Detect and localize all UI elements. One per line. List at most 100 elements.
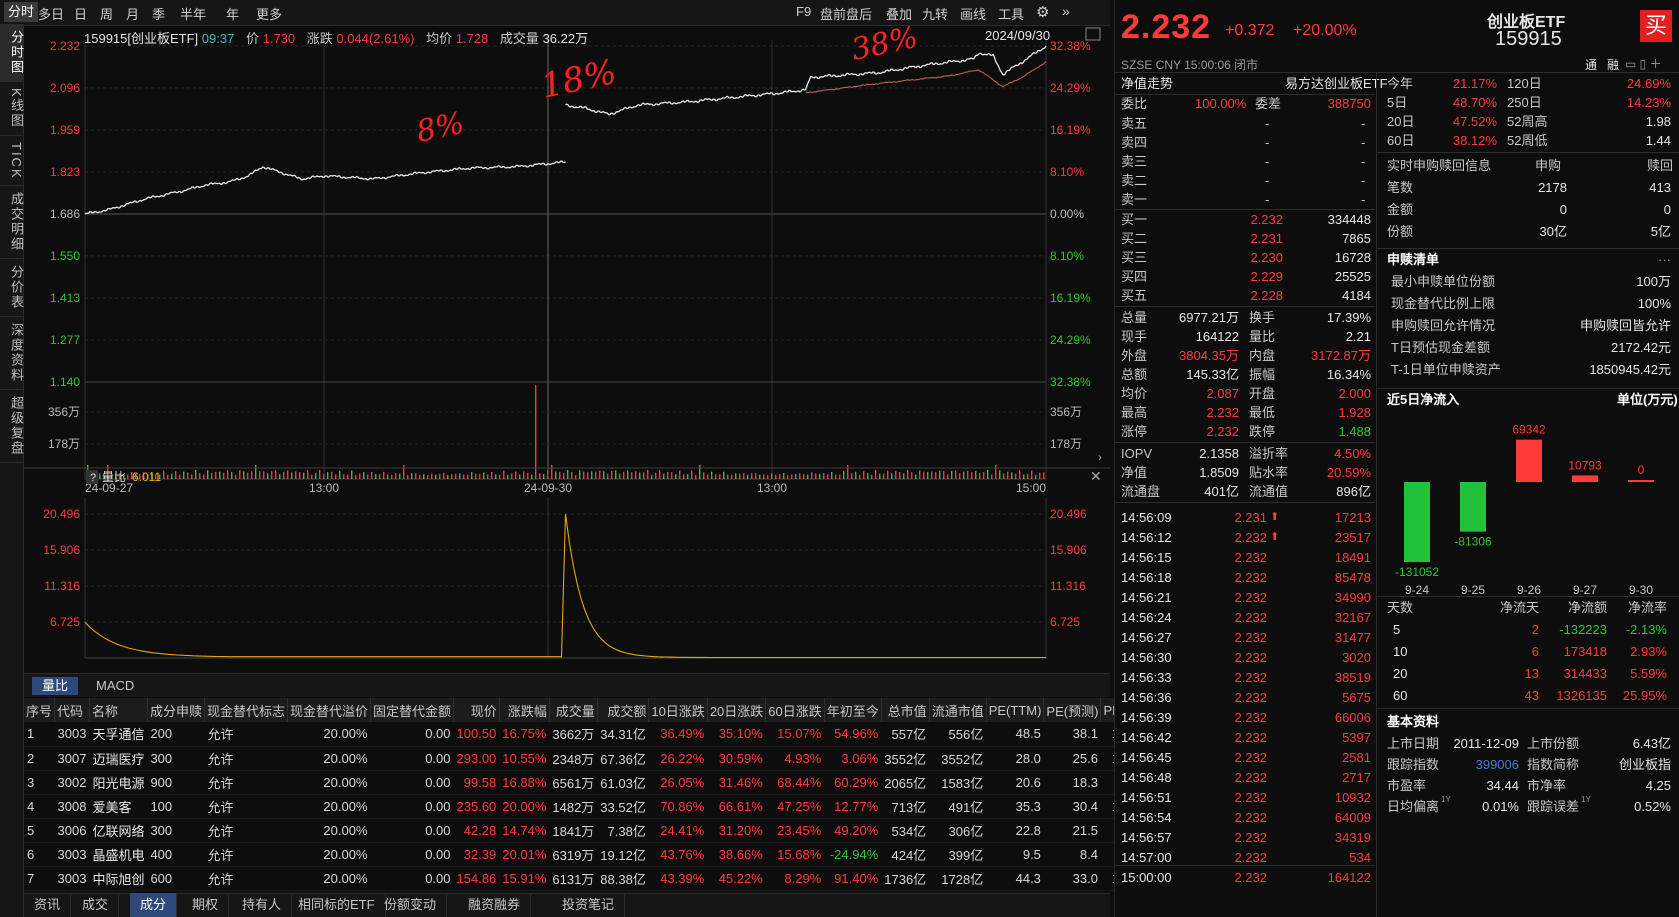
table-cell: 100.50	[453, 722, 500, 747]
vol-tick: 178万	[48, 437, 80, 451]
tool-tab-0[interactable]: F9	[796, 4, 812, 19]
tool-tab-1[interactable]: 盘前盘后	[820, 7, 873, 22]
last-price: 2.232	[1121, 8, 1212, 46]
period-tab-0[interactable]: 分时	[4, 2, 39, 22]
table-cell: 3.06%	[824, 746, 882, 771]
buy-label: 买一	[1121, 212, 1148, 227]
table-cell: 20.6	[986, 770, 1044, 795]
col-header[interactable]: 序号	[24, 698, 56, 722]
period-tab-2[interactable]: 日	[74, 7, 88, 22]
tab-macd[interactable]: MACD	[96, 678, 135, 693]
stat-label: 总额	[1121, 367, 1148, 382]
col-header[interactable]: 名称	[89, 698, 148, 722]
col-header[interactable]: 成交量	[549, 698, 598, 722]
bottom-tab-4[interactable]: 持有人	[232, 893, 293, 917]
vtab-4[interactable]: 分价表	[0, 259, 24, 318]
tool-tab-3[interactable]: 九转	[922, 7, 949, 22]
bottom-tab-3[interactable]: 期权	[182, 893, 230, 917]
period-tab-8[interactable]: 更多	[256, 7, 283, 22]
period-tab-5[interactable]: 季	[152, 7, 166, 22]
col-header[interactable]: 现价	[453, 698, 500, 722]
table-row[interactable]: 1 3003 天孚通信 200 允许 20.00% 0.00 100.50 16.75% 3662…	[24, 722, 1231, 747]
more-button[interactable]: ···	[1658, 252, 1671, 267]
bottom-tab-7[interactable]: 融资融券	[458, 893, 532, 917]
vtab-0[interactable]: 分时图	[0, 24, 24, 82]
table-cell: 3552亿	[881, 746, 930, 771]
col-header[interactable]: 流通市值	[929, 698, 987, 722]
flow-title: 近5日净流入	[1387, 392, 1460, 407]
up-arrow-icon: ⬆	[1270, 531, 1280, 543]
period-tab-3[interactable]: 周	[100, 7, 114, 22]
tool-tab-5[interactable]: 工具	[998, 7, 1025, 22]
col-header[interactable]: PE(预测)	[1043, 698, 1102, 722]
collapse-icon[interactable]: »	[1062, 3, 1070, 19]
close-icon[interactable]: ✕	[1090, 468, 1102, 484]
table-cell: 47.25%	[765, 794, 825, 819]
tool-tab-2[interactable]: 叠加	[886, 7, 913, 22]
table-cell: 24.41%	[648, 818, 708, 843]
col-header[interactable]: 涨跌幅	[499, 698, 550, 722]
volume-bar	[491, 471, 493, 479]
volume-bar	[427, 474, 429, 479]
settings-icon[interactable]: ⚙	[1036, 4, 1050, 21]
tick-vol: 64009	[1334, 810, 1371, 825]
tool-tab-4[interactable]: 画线	[960, 7, 987, 22]
flow-category-label: 9-24	[1405, 583, 1429, 597]
bottom-tab-0[interactable]: 资讯	[24, 893, 72, 917]
vtab-6[interactable]: 超级复盘	[0, 390, 24, 464]
table-row[interactable]: 7 3003 中际旭创 600 允许 20.00% 0.00 154.86 15.91% 6131…	[24, 866, 1231, 891]
volume-bar	[255, 465, 257, 479]
tab-volume-ratio[interactable]: 量比	[32, 677, 79, 695]
col-header[interactable]: 成分申赎	[147, 698, 205, 722]
bottom-tab-8[interactable]: 投资笔记	[552, 893, 626, 917]
table-cell: 30.59%	[707, 746, 766, 771]
volume-bar	[447, 474, 449, 479]
side-collapse-icon[interactable]: ›	[1098, 450, 1102, 464]
table-cell: 15.68%	[765, 842, 825, 867]
col-header[interactable]: 总市值	[881, 698, 930, 722]
nav-title[interactable]: 净值走势	[1121, 76, 1174, 91]
col-header[interactable]: 年初至今	[824, 698, 882, 722]
col-header[interactable]: 60日涨跌	[765, 698, 825, 722]
flow-value-label: 10793	[1568, 458, 1602, 472]
bottom-tab-6[interactable]: 份额变动	[374, 893, 448, 917]
redeem-buy: 2178	[1538, 180, 1567, 195]
table-row[interactable]: 4 3008 爱美客 100 允许 20.00% 0.00 235.60 20.00% 1482万…	[24, 794, 1231, 819]
col-header[interactable]: 现金替代溢价	[287, 698, 372, 722]
volume-bar	[559, 471, 561, 479]
vtab-1[interactable]: K线图	[0, 82, 24, 136]
col-header[interactable]: 10日涨跌	[648, 698, 708, 722]
col-header[interactable]: 固定替代金额	[370, 698, 455, 722]
table-cell: 400	[147, 842, 205, 867]
table-row[interactable]: 3 3002 阳光电源 900 允许 20.00% 0.00 99.58 16.88% 6561万…	[24, 770, 1231, 795]
tick-price: 2.232	[1234, 870, 1267, 885]
volume-bar	[1023, 474, 1025, 479]
volume-bar	[303, 472, 305, 479]
table-row[interactable]: 6 3003 晶盛机电 400 允许 20.00% 0.00 32.39 20.01% 6319万…	[24, 842, 1231, 867]
bottom-tab-5[interactable]: 相同标的ETF	[288, 893, 386, 917]
vtab-5[interactable]: 深度资料	[0, 317, 24, 391]
col-header[interactable]: 现金替代标志	[204, 698, 288, 722]
volume-bar	[403, 465, 405, 479]
col-header[interactable]: 代码	[54, 698, 90, 722]
period-tab-4[interactable]: 月	[126, 7, 140, 22]
bottom-tab-2[interactable]: 成分	[130, 893, 178, 917]
col-header[interactable]: 20日涨跌	[707, 698, 767, 722]
col-header[interactable]: PE(TTM)	[986, 698, 1045, 722]
buy-button[interactable]: 买	[1640, 10, 1672, 42]
table-row[interactable]: 2 3007 迈瑞医疗 300 允许 20.00% 0.00 293.00 10.55% 2348…	[24, 746, 1231, 771]
flow-value-label: 0	[1638, 463, 1645, 477]
col-header[interactable]: 成交额	[597, 698, 650, 722]
table-cell: 中际旭创	[89, 866, 148, 891]
period-tab-6[interactable]: 半年	[180, 7, 207, 22]
volume-bar	[211, 472, 213, 479]
table-cell: 3003	[54, 866, 90, 891]
period-tab-7[interactable]: 年	[226, 7, 240, 22]
buy-label: 买五	[1121, 288, 1148, 303]
table-row[interactable]: 5 3006 亿联网络 300 允许 20.00% 0.00 42.28 14.74% 1841万…	[24, 818, 1231, 843]
bottom-tab-1[interactable]: 成交	[72, 893, 120, 917]
vtab-3[interactable]: 成交明细	[0, 186, 24, 260]
period-tab-1[interactable]: 多日	[38, 7, 65, 22]
table-cell: 60.29%	[824, 770, 882, 795]
vtab-2[interactable]: TICK	[0, 136, 24, 187]
